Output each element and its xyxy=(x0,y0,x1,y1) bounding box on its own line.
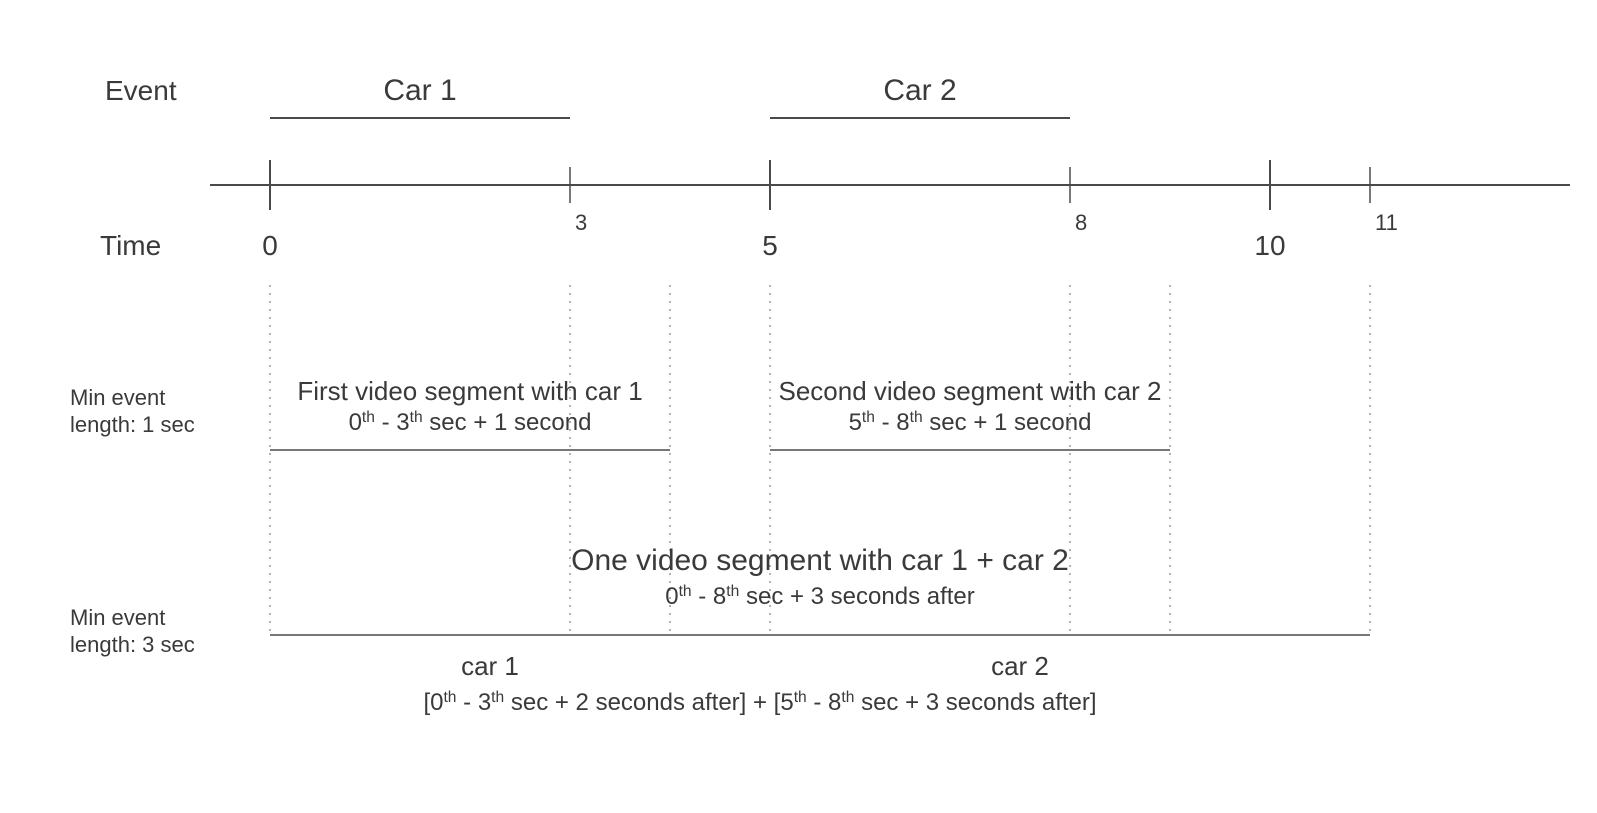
row1-seg-title-1: Second video segment with car 2 xyxy=(779,376,1162,406)
time-axis-label: Time xyxy=(100,230,161,261)
tick-minor-label: 8 xyxy=(1075,210,1087,235)
event-label-0: Car 1 xyxy=(383,74,456,107)
row1-seg-sub-1: 5th - 8th sec + 1 second xyxy=(849,409,1092,437)
row2-split-car2: car 2 xyxy=(991,651,1049,681)
row1-seg-title-0: First video segment with car 1 xyxy=(297,376,642,406)
tick-major-label: 10 xyxy=(1254,230,1285,261)
tick-minor-label: 3 xyxy=(575,210,587,235)
row2-label-a: Min event xyxy=(70,605,165,630)
row1-label-a: Min event xyxy=(70,385,165,410)
event-label-1: Car 2 xyxy=(883,74,956,107)
timeline-diagram: EventTimeCar 1Car 205103811Min eventleng… xyxy=(0,0,1597,813)
row2-split-car1: car 1 xyxy=(461,651,519,681)
tick-minor-label: 11 xyxy=(1375,210,1398,235)
tick-major-label: 5 xyxy=(762,230,778,261)
row2-seg-sub: 0th - 8th sec + 3 seconds after xyxy=(665,583,975,611)
event-axis-label: Event xyxy=(105,75,177,106)
row2-seg-title: One video segment with car 1 + car 2 xyxy=(571,544,1069,577)
row1-label-b: length: 1 sec xyxy=(70,412,195,437)
row1-seg-sub-0: 0th - 3th sec + 1 second xyxy=(349,409,592,437)
tick-major-label: 0 xyxy=(262,230,278,261)
row2-split-formula: [0th - 3th sec + 2 seconds after] + [5th… xyxy=(423,689,1096,717)
row2-label-b: length: 3 sec xyxy=(70,632,195,657)
